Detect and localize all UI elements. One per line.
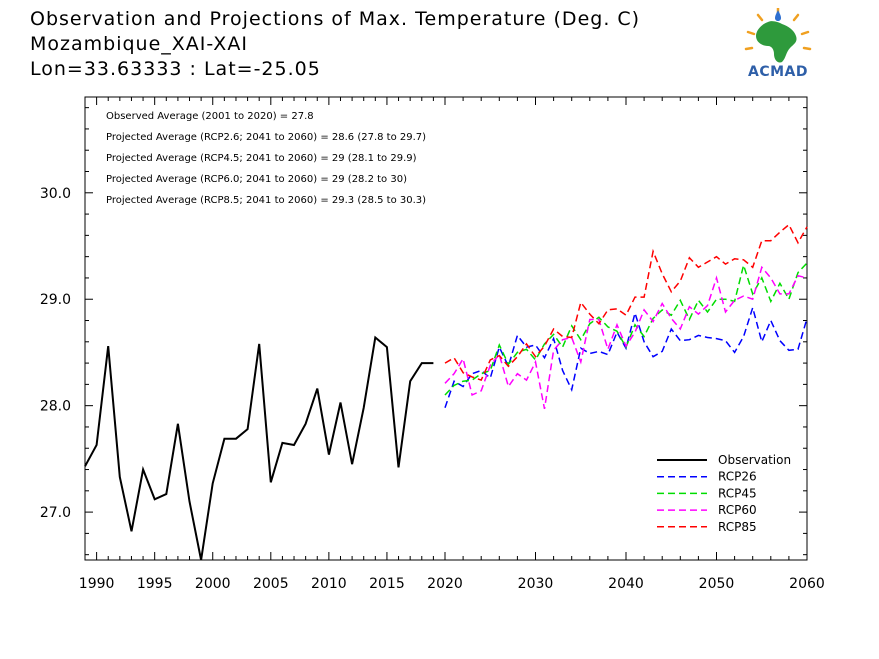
y-tick-label: 28.0 [40, 399, 71, 415]
x-tick-label: 1995 [137, 576, 173, 592]
x-tick-label: 2000 [195, 576, 231, 592]
series-line-rcp60 [444, 265, 808, 410]
x-tick-label: 2050 [699, 576, 735, 592]
average-annotation: Projected Average (RCP2.6; 2041 to 2060)… [106, 132, 426, 143]
series-line-rcp26 [444, 305, 808, 409]
acmad-africa-logo-icon [744, 8, 812, 63]
average-annotation: Projected Average (RCP8.5; 2041 to 2060)… [106, 195, 426, 206]
x-tick-label: 2030 [518, 576, 554, 592]
series-line-rcp45 [444, 262, 808, 396]
average-annotation: Projected Average (RCP4.5; 2041 to 2060)… [106, 153, 417, 164]
series-line-observation [84, 335, 434, 561]
legend-label: RCP85 [718, 520, 757, 534]
x-tick-label: 2020 [427, 576, 463, 592]
y-tick-label: 30.0 [40, 186, 71, 202]
x-tick-label: 2010 [311, 576, 347, 592]
x-tick-label: 2060 [789, 576, 825, 592]
legend-label: RCP45 [718, 486, 757, 500]
x-tick-label: 1990 [79, 576, 115, 592]
x-tick-label: 2040 [608, 576, 644, 592]
legend-label: Observation [718, 453, 791, 467]
series-line-rcp85 [444, 223, 808, 382]
y-tick-label: 29.0 [40, 292, 71, 308]
plot-frame [84, 96, 808, 561]
x-tick-label: 2015 [369, 576, 405, 592]
y-tick-label: 27.0 [40, 505, 71, 521]
chart-subtitle-station: Mozambique_XAI-XAI [30, 33, 248, 55]
acmad-logo-text: ACMAD [748, 64, 808, 80]
average-annotation: Projected Average (RCP6.0; 2041 to 2060)… [106, 174, 407, 185]
x-tick-label: 2005 [253, 576, 289, 592]
chart-subtitle-coordinates: Lon=33.63333 : Lat=-25.05 [30, 58, 321, 80]
legend-label: RCP26 [718, 470, 757, 484]
average-annotation: Observed Average (2001 to 2020) = 27.8 [106, 111, 314, 122]
legend-label: RCP60 [718, 503, 757, 517]
chart-title: Observation and Projections of Max. Temp… [30, 8, 641, 30]
